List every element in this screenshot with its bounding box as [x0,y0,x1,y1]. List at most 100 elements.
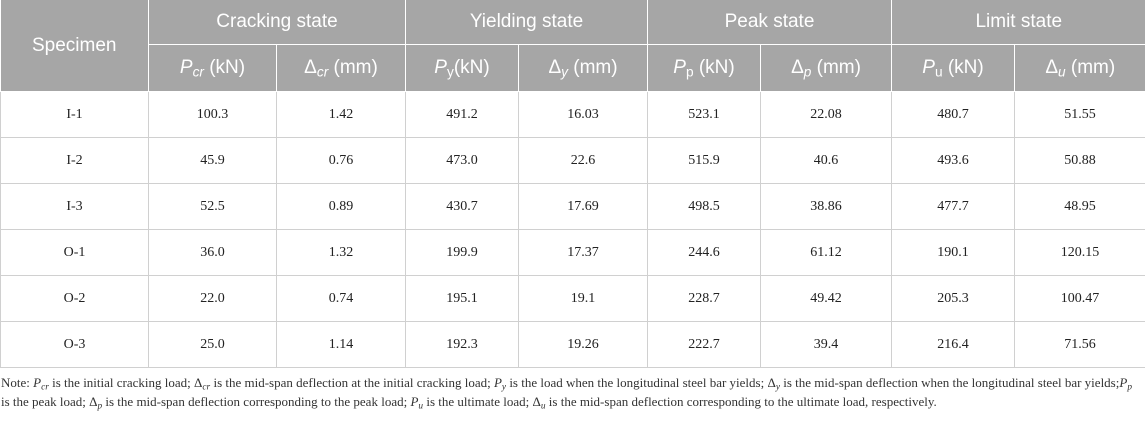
value-cell: 430.7 [405,183,520,230]
value-cell: 22.6 [518,137,649,184]
note-segment: cr [202,382,211,393]
note-segment: Δ [532,394,541,409]
value-cell: 39.4 [760,321,893,368]
value-cell: 51.55 [1014,91,1145,138]
value-cell: 0.74 [275,275,407,322]
header-quantity: Pp (kN) [647,44,762,92]
note-segment: is the mid-span deflection corresponding… [102,394,411,409]
value-cell: 228.7 [647,275,762,322]
specimen-cell: I-3 [0,183,149,230]
header-yielding-state: Yielding state [405,0,649,45]
value-cell: 1.14 [275,321,407,368]
value-cell: 45.9 [148,137,277,184]
value-cell: 100.3 [148,91,277,138]
note-segment: Δ [194,375,203,390]
header-quantity: Δp (mm) [760,44,893,92]
note-segment: is the initial cracking load; [48,375,195,390]
table-row: O-2 22.0 0.74 195.1 19.1 228.7 49.42 205.3 100.4… [0,275,1145,322]
table-body: I-1 100.3 1.42 491.2 16.03 523.1 22.08 480.7 51.… [0,91,1145,368]
value-cell: 52.5 [148,183,277,230]
value-cell: 120.15 [1014,229,1145,276]
value-cell: 17.37 [518,229,649,276]
header-specimen: Specimen [0,0,149,92]
value-cell: 16.03 [518,91,649,138]
value-cell: 49.42 [760,275,893,322]
header-quantity: Pu (kN) [891,44,1016,92]
value-cell: 38.86 [760,183,893,230]
header-quantity: Δcr (mm) [276,44,407,92]
value-cell: 17.69 [518,183,649,230]
note-segment: is the mid-span deflection at the initia… [210,375,494,390]
value-cell: 473.0 [405,137,520,184]
note-segment: y [501,382,507,393]
value-cell: 22.0 [148,275,277,322]
value-cell: 477.7 [891,183,1016,230]
note-segment: y [775,382,780,393]
value-cell: 199.9 [405,229,520,276]
value-cell: 61.12 [760,229,893,276]
note-segment: p [1127,382,1132,393]
specimen-cell: O-1 [0,229,149,276]
note-segment: is the mid-span deflection when the long… [779,375,1120,390]
value-cell: 195.1 [405,275,520,322]
table-row: O-1 36.0 1.32 199.9 17.37 244.6 61.12 190.1 120.… [0,229,1145,276]
header-quantity: Δu (mm) [1014,44,1145,92]
header-cracking-state: Cracking state [148,0,407,45]
value-cell: 480.7 [891,91,1016,138]
note-segment: P [33,375,42,390]
note-segment: p [97,401,103,412]
value-cell: 0.89 [275,183,407,230]
value-cell: 491.2 [405,91,520,138]
value-cell: 25.0 [148,321,277,368]
table-row: I-2 45.9 0.76 473.0 22.6 515.9 40.6 493.6 50.88 [0,137,1145,184]
value-cell: 523.1 [647,91,762,138]
note-segment: is the peak load; [1,394,90,409]
value-cell: 515.9 [647,137,762,184]
value-cell: 48.95 [1014,183,1145,230]
value-cell: 1.42 [275,91,407,138]
value-cell: 216.4 [891,321,1016,368]
table-row: I-1 100.3 1.42 491.2 16.03 523.1 22.08 480.7 51.… [0,91,1145,138]
note-segment: is the load when the longitudinal steel … [506,375,768,390]
note-segment: P [410,394,419,409]
header-limit-state: Limit state [891,0,1145,45]
value-cell: 244.6 [647,229,762,276]
value-cell: 205.3 [891,275,1016,322]
value-cell: 19.26 [518,321,649,368]
note-segment: u [540,401,546,412]
header-quantity: Pcr (kN) [148,44,277,92]
note-segment: P [1119,375,1128,390]
note-segment: Δ [767,375,776,390]
value-cell: 190.1 [891,229,1016,276]
note-segment: Δ [89,394,98,409]
note-segment: Note: [1,375,34,390]
note-segment: cr [41,382,49,393]
value-cell: 1.32 [275,229,407,276]
value-cell: 498.5 [647,183,762,230]
note-segment: u [418,401,424,412]
value-cell: 71.56 [1014,321,1145,368]
specimen-cell: I-1 [0,91,149,138]
header-peak-state: Peak state [647,0,893,45]
header-quantity: Δy (mm) [518,44,649,92]
value-cell: 50.88 [1014,137,1145,184]
specimen-cell: I-2 [0,137,149,184]
table-note: Note: Pcr is the initial cracking load; … [1,373,1136,411]
value-cell: 40.6 [760,137,893,184]
value-cell: 19.1 [518,275,649,322]
header-row-groups: Specimen Cracking state Yielding state P… [0,0,1145,92]
note-segment: is the ultimate load; [423,394,533,409]
value-cell: 100.47 [1014,275,1145,322]
value-cell: 36.0 [148,229,277,276]
value-cell: 192.3 [405,321,520,368]
header-row-quantities: Pcr (kN) Δcr (mm) Py(kN) Δy (mm) Pp (kN) Δp (… [1,44,1145,92]
note-segment: P [493,375,502,390]
specimen-cell: O-2 [0,275,149,322]
table-row: O-3 25.0 1.14 192.3 19.26 222.7 39.4 216.4 71.56 [0,321,1145,368]
specimen-cell: O-3 [0,321,149,368]
value-cell: 222.7 [647,321,762,368]
value-cell: 493.6 [891,137,1016,184]
value-cell: 0.76 [275,137,407,184]
value-cell: 22.08 [760,91,893,138]
note-segment: is the mid-span deflection corresponding… [545,394,937,409]
